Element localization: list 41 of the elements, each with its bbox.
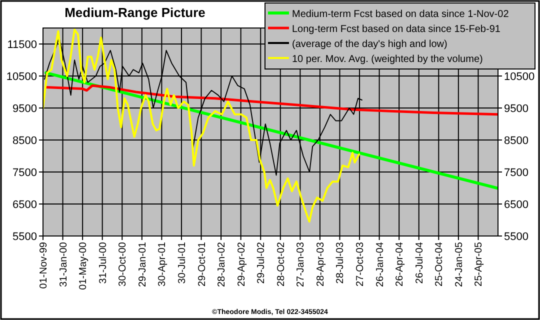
x-tick-label: 28-Apr-03 (315, 242, 326, 286)
x-tick-label: 28-Jan-02 (216, 242, 228, 288)
x-tick-label: 30-Apr-01 (157, 242, 168, 286)
y2-tick-label: 6500 (504, 199, 528, 211)
legend-label: (average of the day's high and low) (292, 39, 448, 50)
y-tick-label: 9500 (12, 103, 37, 115)
legend-label: Medium-term Fcst based on data since 1-Nov-02 (292, 9, 510, 20)
x-tick-label: 26-Jan-04 (374, 242, 386, 288)
y2-tick-label: 7500 (504, 167, 528, 179)
y2-tick-label: 9500 (504, 103, 528, 115)
y2-tick-label: 8500 (504, 135, 528, 147)
x-tick-label: 29-Jul-02 (256, 242, 268, 284)
y2-tick-label: 10500 (504, 71, 535, 83)
y-tick-label: 11500 (7, 39, 37, 51)
legend-label: 10 per. Mov. Avg. (weighted by the volume) (292, 54, 483, 65)
x-tick-label: 30-Oct-00 (118, 242, 129, 286)
x-tick-label: 28-Oct-02 (276, 242, 287, 286)
x-tick-label: 25-Apr-05 (474, 242, 485, 286)
x-tick-label: 26-Apr-04 (394, 242, 406, 286)
y-tick-label: 5500 (12, 231, 37, 243)
x-tick-label: 29-Apr-02 (236, 242, 248, 286)
x-tick-label: 28-Jul-03 (335, 242, 346, 284)
x-tick-label: 31-Jul-00 (98, 242, 109, 284)
x-tick-label: 29-Oct-01 (196, 242, 208, 286)
x-tick-label: 30-Jul-01 (176, 242, 188, 284)
x-tick-label: 01-May-00 (78, 242, 90, 290)
x-tick-label: 26-Jul-04 (414, 242, 426, 284)
y2-tick-label: 5500 (504, 231, 528, 243)
y-tick-label: 8500 (12, 135, 37, 147)
x-tick-label: 01-Nov-99 (38, 242, 50, 289)
x-tick-label: 31-Jan-00 (58, 242, 70, 288)
x-tick-label: 27-Oct-03 (355, 242, 366, 286)
chart-title: Medium-Range Picture (64, 5, 206, 20)
x-tick-label: 29-Jan-01 (137, 242, 148, 288)
y-tick-label: 10500 (6, 71, 37, 83)
legend-label: Long-term Fcst based on data since 15-Feb-91 (292, 24, 501, 35)
x-tick-label: 27-Jan-03 (296, 242, 307, 288)
y-tick-label: 6500 (12, 199, 37, 211)
x-tick-label: 24-Jan-05 (454, 242, 465, 288)
y-tick-label: 7500 (12, 167, 37, 179)
x-tick-label: 25-Oct-04 (434, 242, 446, 286)
